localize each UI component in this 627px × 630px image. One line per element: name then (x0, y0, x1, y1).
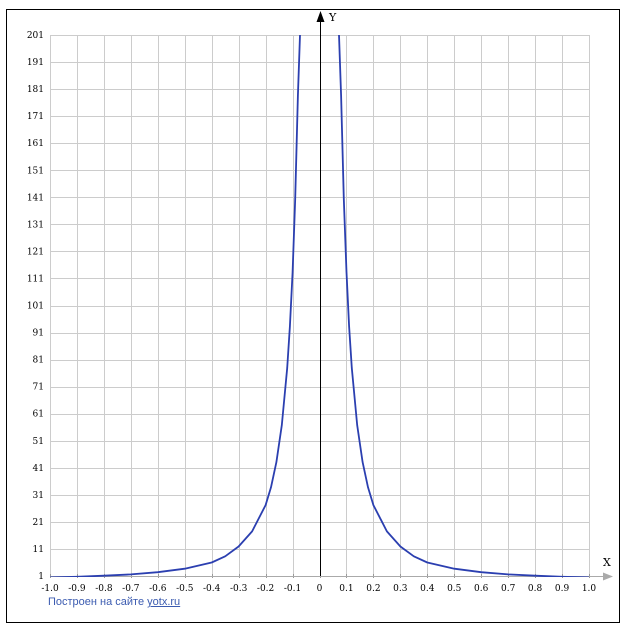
x-tick-label: -1.0 (41, 584, 59, 594)
y-tick-label: 51 (33, 437, 44, 447)
y-tick-label: 41 (33, 464, 44, 474)
y-tick-label: 71 (33, 383, 44, 393)
curve-left-branch (50, 35, 301, 577)
x-tick-label: 0.4 (420, 584, 435, 594)
curve-right-branch (338, 35, 589, 577)
y-tick-label: 81 (33, 356, 44, 366)
x-tick-label: 0.8 (528, 584, 543, 594)
x-tick-label: -0.3 (230, 584, 248, 594)
y-tick-label: 61 (33, 410, 44, 420)
x-tick-label: -0.5 (176, 584, 194, 594)
y-tick-labels: 1112131415161718191101111121131141151161… (27, 31, 44, 582)
x-tick-label: 0.7 (501, 584, 516, 594)
x-axis-label: X (603, 556, 611, 569)
y-tick-label: 101 (27, 302, 44, 312)
y-tick-label: 121 (27, 247, 44, 257)
x-tick-label: -0.1 (284, 584, 301, 594)
x-tick-label: 0.6 (474, 584, 489, 594)
axes (50, 11, 613, 581)
y-tick-label: 11 (33, 545, 44, 555)
grid-lines (50, 35, 590, 577)
x-tick-label: -0.4 (203, 584, 221, 594)
credit-text: Построен на сайте (48, 596, 148, 608)
credit-link[interactable]: yotx.ru (147, 596, 181, 608)
y-tick-label: 21 (33, 518, 44, 528)
x-tick-labels: -1.0 -0.9 -0.8 -0.7 -0.6 -0.5 -0.4 -0.3 -0.2 -0.1… (41, 584, 596, 594)
x-tick-label: 0.1 (339, 584, 353, 594)
y-tick-label: 31 (33, 491, 44, 501)
y-tick-label: 1 (38, 572, 44, 582)
plot-frame (6, 9, 620, 623)
y-tick-label: 91 (33, 329, 44, 339)
x-tick-label: -0.8 (95, 584, 113, 594)
y-tick-label: 171 (27, 112, 44, 122)
y-tick-label: 141 (27, 193, 44, 203)
x-tick-label: -0.7 (122, 584, 140, 594)
x-axis-arrow-icon (603, 572, 613, 581)
y-tick-label: 201 (27, 31, 44, 41)
y-tick-label: 181 (27, 85, 44, 95)
x-tick-label: -0.6 (149, 584, 167, 594)
x-tick-label: 0.3 (393, 584, 408, 594)
x-tick-label: -0.9 (68, 584, 86, 594)
y-axis-arrow-icon (316, 11, 325, 22)
curve-layer (50, 35, 589, 577)
x-tick-label: 0.2 (366, 584, 380, 594)
y-tick-label: 131 (27, 220, 44, 230)
y-tick-label: 151 (27, 166, 44, 176)
x-tick-label: 0 (317, 584, 323, 594)
y-tick-label: 161 (27, 139, 44, 149)
x-tick-label: -0.2 (257, 584, 274, 594)
x-tick-label: 0.9 (555, 584, 570, 594)
y-axis-label: Y (328, 11, 337, 24)
x-tick-label: 1.0 (582, 584, 597, 594)
y-tick-label: 111 (27, 274, 44, 284)
credit-line: Построен на сайте yotx.ru (48, 596, 180, 608)
x-tick-label: 0.5 (447, 584, 462, 594)
y-tick-label: 191 (27, 58, 44, 68)
